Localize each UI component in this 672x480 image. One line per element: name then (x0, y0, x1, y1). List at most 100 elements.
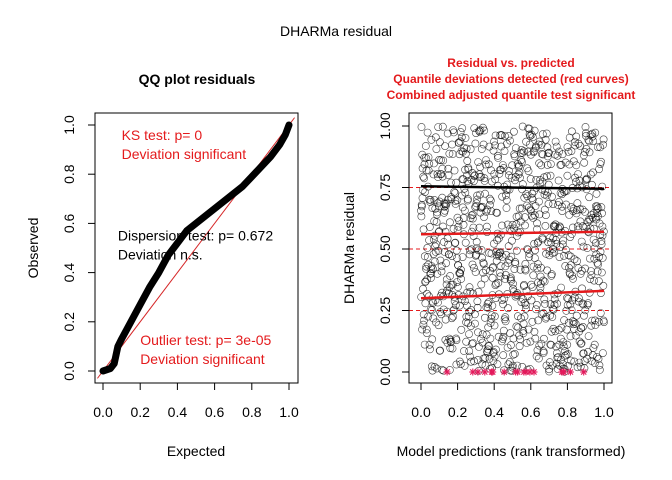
residual-point (520, 312, 529, 321)
residual-point (429, 170, 438, 179)
residual-point (425, 340, 434, 349)
residual-point (571, 138, 579, 146)
residual-point (512, 322, 521, 331)
residual-point (423, 128, 432, 137)
residual-point (567, 230, 576, 238)
outlier-marker-stroke (469, 369, 476, 375)
residual-point (496, 272, 505, 281)
residual-point (434, 321, 443, 330)
residual-point (426, 274, 435, 282)
residual-point (502, 204, 511, 212)
residual-point (594, 204, 603, 213)
residual-point (449, 224, 458, 233)
residual-point (466, 322, 475, 330)
residual-point (590, 276, 598, 285)
residual-point (479, 140, 488, 149)
residual-point (429, 250, 438, 258)
residual-point (512, 220, 521, 229)
residual-point (472, 129, 480, 137)
residual-point (556, 243, 565, 251)
outlier-marker (566, 368, 574, 376)
outlier-marker (580, 368, 588, 376)
residual-point (543, 161, 552, 169)
residual-point (531, 334, 540, 343)
residual-point (480, 213, 488, 221)
residual-point (450, 305, 458, 314)
residual-point (460, 206, 469, 215)
residual-point (596, 309, 605, 317)
qq-y-tick-label: 0.2 (61, 312, 77, 332)
residual-point (556, 189, 565, 197)
residual-point (429, 314, 438, 323)
outlier-marker-stroke (488, 369, 495, 375)
residual-point (467, 245, 476, 254)
residual-point (561, 158, 570, 167)
residual-point (553, 299, 561, 308)
residual-point (585, 193, 594, 202)
residual-point (532, 352, 541, 361)
residual-point (515, 342, 524, 351)
residual-point (425, 236, 433, 245)
residual-point (478, 338, 487, 347)
residual-point (562, 245, 570, 254)
residual-point (490, 321, 499, 330)
residual-point (491, 141, 499, 150)
residual-point (516, 265, 525, 274)
residual-point (482, 222, 491, 231)
residual-point (562, 306, 571, 315)
residual-point (577, 324, 586, 333)
qq-y-tick-label: 0.8 (61, 164, 77, 184)
residual-point (480, 126, 489, 135)
residual-point (549, 305, 558, 314)
residual-point (588, 132, 597, 141)
residual-point (454, 222, 463, 231)
outlier-marker-stroke (444, 369, 451, 375)
residual-point (530, 239, 539, 248)
residual-point (561, 262, 570, 270)
residual-point (450, 166, 459, 175)
residual-point (526, 337, 535, 346)
residual-point (467, 227, 476, 236)
residual-point (457, 147, 466, 155)
outlier-marker-stroke (501, 369, 508, 375)
qq-y-axis: 0.0 0.2 0.4 0.6 0.8 1.0 (61, 115, 96, 381)
residual-point (517, 156, 526, 165)
residual-point (583, 300, 592, 309)
residual-point (564, 318, 573, 327)
residual-point (598, 222, 607, 231)
residual-point (559, 342, 568, 351)
residual-point (572, 311, 581, 320)
residual-point (596, 247, 605, 256)
residual-point (539, 348, 548, 357)
residual-point (477, 203, 486, 212)
residual-point (423, 289, 431, 298)
residual-point (539, 150, 547, 159)
residual-point (474, 328, 482, 337)
residual-point (452, 246, 461, 255)
residual-point (450, 187, 459, 196)
residual-point (496, 262, 505, 270)
residual-point (544, 199, 553, 208)
residual-point (493, 360, 502, 369)
residual-point (506, 341, 515, 350)
residual-point (510, 127, 518, 136)
residual-point (520, 299, 529, 308)
residual-point (541, 221, 550, 230)
residual-point (425, 223, 434, 231)
residual-point (442, 259, 450, 268)
residual-point (432, 318, 440, 327)
residual-point (573, 222, 582, 231)
residual-point (467, 211, 476, 220)
residual-point (593, 353, 601, 361)
residual-point (477, 280, 486, 289)
residual-point (530, 327, 539, 336)
outlier-marker-stroke (580, 369, 587, 375)
residual-point (470, 171, 479, 180)
residual-point (529, 271, 538, 280)
residual-point (564, 294, 573, 303)
residual-point (514, 212, 523, 221)
residual-point (448, 150, 457, 158)
residual-point (549, 200, 557, 208)
residual-point (527, 280, 536, 289)
